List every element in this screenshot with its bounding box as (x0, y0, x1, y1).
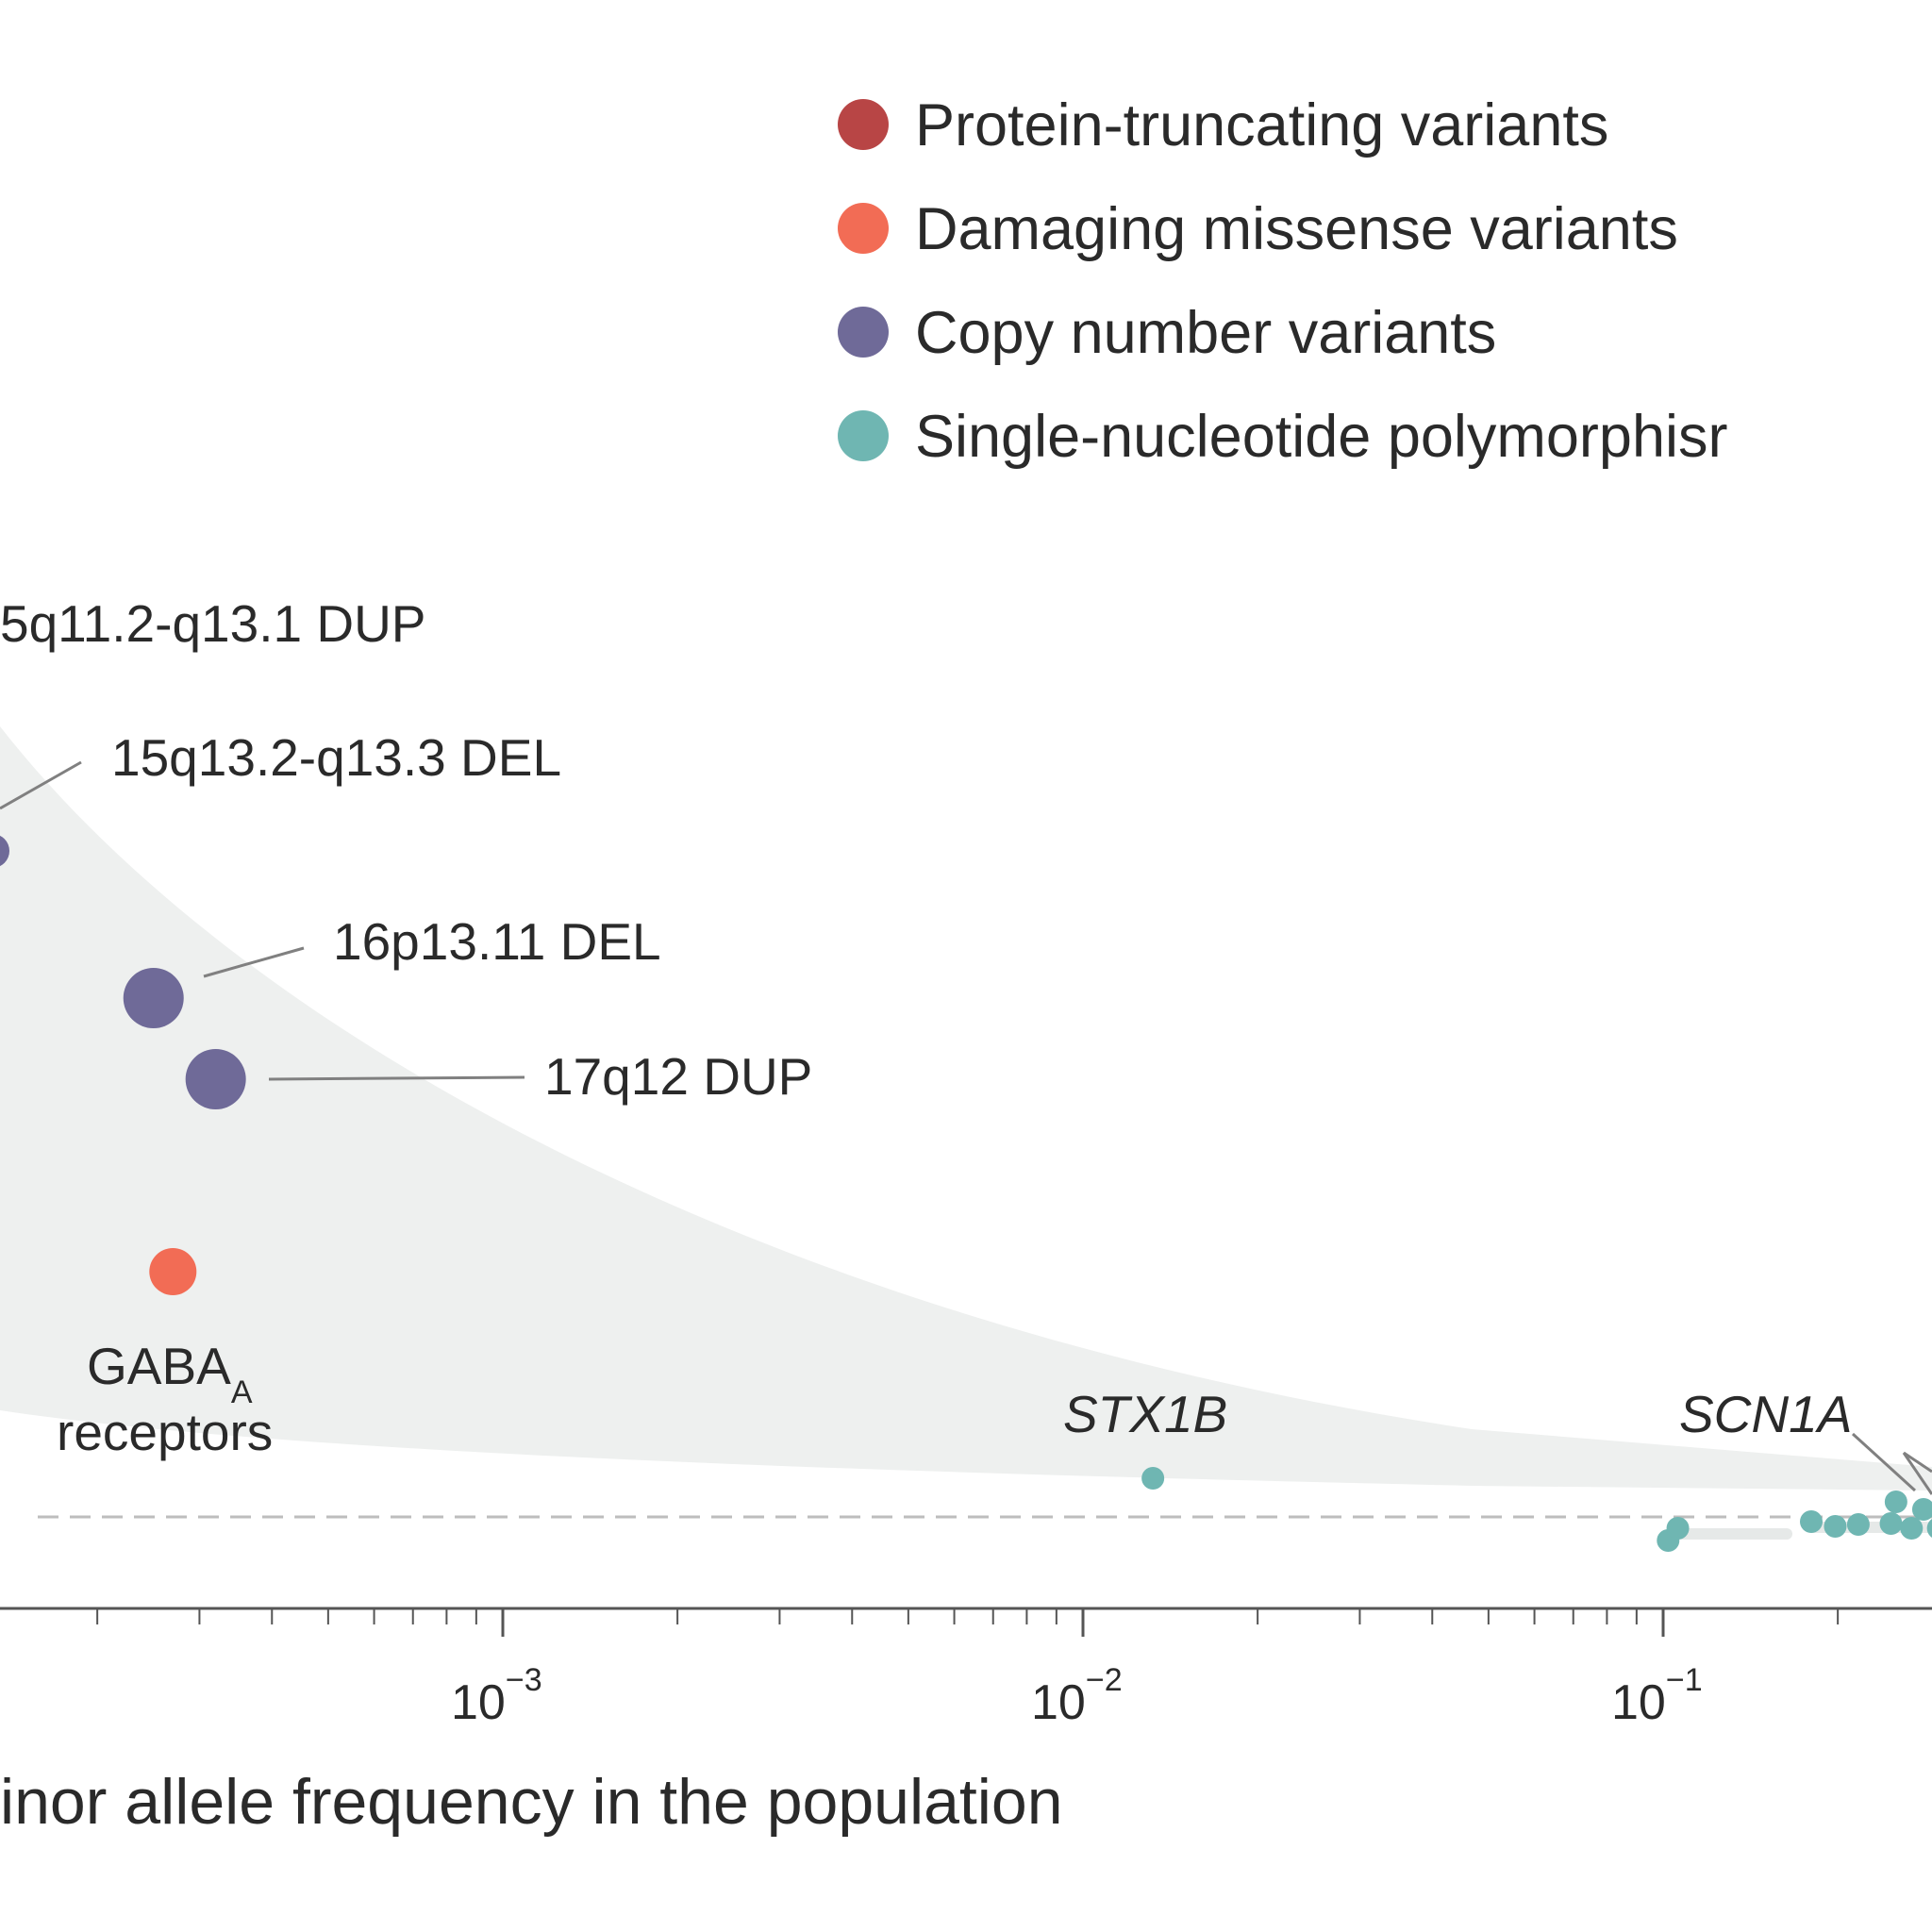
x-tick-label: 10−3 (451, 1662, 542, 1730)
annotation-leader-lines (0, 760, 1932, 1495)
legend-label-ptv: Protein-truncating variants (915, 92, 1608, 158)
snp-point (1911, 1498, 1932, 1521)
snp-point (1879, 1512, 1903, 1535)
snp-point (1846, 1513, 1870, 1536)
snp-point (1799, 1510, 1823, 1533)
legend-swatch-missense (838, 203, 889, 254)
snp-point (1824, 1515, 1847, 1538)
snp-point (1926, 1519, 1932, 1538)
label-15q13-del: 15q13.2-q13.3 DEL (111, 728, 561, 787)
legend-label-snp: Single-nucleotide polymorphisr (915, 404, 1727, 470)
annotations: 5q11.2-q13.1 DUP 15q13.2-q13.3 DEL 16p13… (0, 594, 1852, 1461)
cnv-point-16p13-11-del (123, 968, 184, 1028)
x-tick-label: 10−1 (1611, 1662, 1703, 1730)
label-gaba-main: GABA (87, 1337, 231, 1395)
leader-17q12-dup (268, 1075, 525, 1081)
leader-scn1a-3 (1903, 1451, 1932, 1474)
snp-point-stx1b (1141, 1467, 1165, 1490)
label-stx1b: STX1B (1063, 1385, 1227, 1443)
cnv-point-17q12-dup (185, 1049, 246, 1109)
label-16p13-del: 16p13.11 DEL (333, 912, 661, 971)
leader-15q13-del (0, 760, 82, 810)
data-points (123, 968, 1932, 1552)
x-axis-label: inor allele frequency in the population (0, 1766, 1063, 1838)
snp-point (1900, 1517, 1924, 1540)
label-scn1a: SCN1A (1679, 1385, 1852, 1443)
label-15q11-dup: 5q11.2-q13.1 DUP (0, 594, 426, 653)
legend-swatch-ptv (838, 99, 889, 150)
label-gaba-receptors: receptors (57, 1403, 273, 1461)
legend-label-missense: Damaging missense variants (915, 196, 1678, 262)
legend-label-cnv: Copy number variants (915, 300, 1496, 366)
legend-swatch-cnv (838, 307, 889, 358)
missense-point-gabaa-receptors (149, 1248, 197, 1295)
leader-16p13-del (203, 946, 305, 978)
cnv-point-15q13-del (0, 835, 9, 867)
leader-scn1a-1 (1851, 1432, 1917, 1492)
leader-scn1a-2 (1902, 1452, 1932, 1495)
snp-point (1666, 1517, 1690, 1540)
snp-point (1884, 1491, 1907, 1513)
label-17q12-dup: 17q12 DUP (544, 1047, 812, 1106)
label-gaba: GABAA (87, 1337, 253, 1410)
label-gaba-sub: A (231, 1374, 253, 1410)
legend: Protein-truncating variants Damaging miss… (838, 92, 1727, 470)
x-tick-label: 10−2 (1031, 1662, 1123, 1730)
snp-bar (1670, 1528, 1792, 1540)
x-axis: 10−3 10−2 10−1 (0, 1607, 1932, 1730)
legend-swatch-snp (838, 410, 889, 461)
shaded-band (0, 726, 1932, 1491)
